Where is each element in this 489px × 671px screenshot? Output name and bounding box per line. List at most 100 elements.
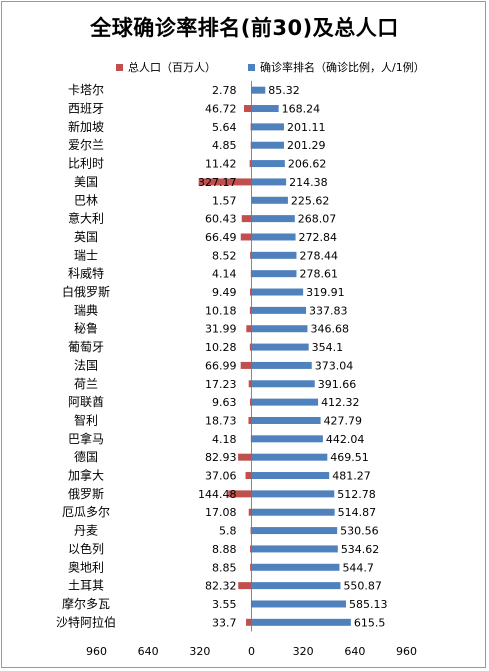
data-label-rate: 278.61: [299, 268, 338, 281]
x-tick-label: 960: [86, 645, 107, 658]
data-label-rate: 615.5: [354, 616, 386, 629]
bar-population: [251, 86, 252, 94]
data-label-rate: 346.68: [310, 323, 349, 336]
bar-population: [246, 618, 252, 626]
bar-population: [240, 233, 252, 241]
data-label-population: 5.64: [212, 121, 237, 134]
category-label: 瑞典: [74, 303, 98, 317]
data-label-rate: 412.32: [321, 396, 360, 409]
data-label-population: 144.48: [198, 488, 237, 501]
bar-rate: [251, 545, 338, 553]
legend-swatch-rate: [248, 63, 255, 71]
bar-rate: [251, 490, 335, 498]
category-label: 比利时: [68, 157, 104, 171]
bar-rate: [251, 416, 321, 424]
data-label-population: 46.72: [205, 103, 237, 116]
category-label: 摩尔多瓦: [62, 596, 110, 611]
category-label: 英国: [74, 230, 98, 244]
bar-population: [250, 251, 252, 259]
bar-population: [250, 563, 252, 571]
bar-population: [240, 361, 252, 369]
legend-label-rate: 确诊率排名（确诊比例，人/1例）: [260, 61, 425, 74]
data-label-population: 2.78: [212, 84, 237, 97]
bar-rate: [251, 288, 304, 296]
category-label: 荷兰: [74, 377, 98, 391]
bar-population: [238, 582, 252, 590]
data-label-rate: 585.13: [349, 598, 388, 611]
bar-rate: [251, 306, 307, 314]
bar-rate: [251, 472, 330, 480]
data-label-rate: 201.11: [287, 121, 326, 134]
bar-rate: [251, 196, 288, 204]
data-label-rate: 427.79: [324, 414, 363, 427]
category-label: 卡塔尔: [68, 82, 104, 97]
bar-population: [249, 398, 252, 406]
legend-item-population: 总人口（百万人）: [116, 59, 216, 75]
legend-item-rate: 确诊率排名（确诊比例，人/1例）: [248, 59, 425, 75]
data-label-population: 4.14: [212, 268, 237, 281]
bar-rate: [251, 563, 340, 571]
data-label-population: 33.7: [212, 616, 237, 629]
category-label: 沙特阿拉伯: [56, 614, 116, 629]
data-label-rate: 514.87: [338, 506, 377, 519]
bar-population: [198, 178, 252, 186]
category-label: 巴拿马: [68, 431, 104, 446]
category-label: 法国: [74, 358, 98, 372]
data-label-rate: 272.84: [299, 231, 338, 244]
data-label-population: 82.93: [205, 451, 237, 464]
data-label-population: 66.99: [205, 359, 237, 372]
category-label: 科威特: [68, 266, 104, 281]
category-label: 葡萄牙: [68, 340, 104, 354]
bar-population: [228, 490, 252, 498]
bar-rate: [251, 435, 323, 443]
bar-population: [251, 196, 252, 204]
category-label: 厄瓜多尔: [62, 504, 110, 519]
category-label: 意大利: [68, 211, 104, 226]
data-label-rate: 201.29: [287, 139, 326, 152]
bar-rate: [251, 508, 335, 516]
bar-rate: [251, 251, 297, 259]
data-label-rate: 278.44: [299, 249, 338, 262]
data-label-population: 5.8: [219, 525, 237, 538]
bar-population: [249, 343, 252, 351]
data-label-rate: 373.04: [315, 359, 354, 372]
bar-rate: [251, 343, 309, 351]
data-label-rate: 442.04: [326, 433, 365, 446]
bar-rate: [251, 270, 297, 278]
bar-population: [249, 160, 252, 168]
data-label-rate: 354.1: [312, 341, 344, 354]
data-label-population: 9.63: [212, 396, 237, 409]
legend-label-population: 总人口（百万人）: [128, 61, 216, 74]
bar-population: [243, 105, 252, 113]
x-tick-label: 0: [248, 645, 255, 658]
bar-population: [250, 435, 252, 443]
x-tick-label: 640: [138, 645, 159, 658]
bar-population: [248, 380, 252, 388]
data-label-rate: 337.83: [309, 304, 348, 317]
bar-population: [245, 472, 252, 480]
data-label-rate: 214.38: [289, 176, 328, 189]
data-label-rate: 268.07: [298, 213, 337, 226]
bar-population: [246, 325, 252, 333]
data-label-rate: 534.62: [341, 543, 380, 556]
data-label-population: 10.18: [205, 304, 237, 317]
bar-rate: [251, 105, 279, 113]
category-label: 阿联酋: [68, 394, 104, 409]
category-label: 西班牙: [68, 102, 104, 116]
bar-rate: [251, 527, 338, 535]
data-label-population: 8.85: [212, 561, 237, 574]
data-label-population: 17.23: [205, 378, 237, 391]
data-label-population: 327.17: [198, 176, 237, 189]
data-label-rate: 319.91: [306, 286, 345, 299]
category-label: 爱尔兰: [68, 137, 104, 152]
data-label-population: 60.43: [205, 213, 237, 226]
data-label-population: 37.06: [205, 470, 237, 483]
data-label-population: 66.49: [205, 231, 237, 244]
bar-rate: [251, 160, 285, 168]
data-label-rate: 225.62: [291, 194, 330, 207]
category-label: 丹麦: [74, 524, 98, 538]
data-label-population: 4.85: [212, 139, 237, 152]
data-label-population: 8.52: [212, 249, 237, 262]
